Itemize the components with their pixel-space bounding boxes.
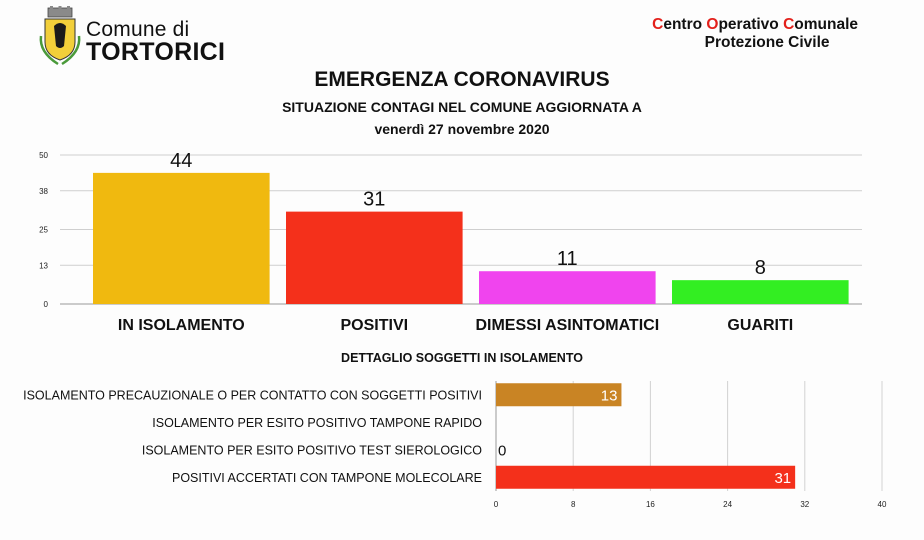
x-tick-label: 0 — [494, 500, 499, 509]
category-label: GUARITI — [727, 317, 793, 334]
detail-bar-value-label: 13 — [601, 387, 618, 404]
detail-category-label: POSITIVI ACCERTATI CON TAMPONE MOLECOLAR… — [172, 471, 482, 485]
coc-line1: Centro Operativo Comunale — [652, 16, 858, 33]
detail-bar-value-label: 31 — [774, 470, 791, 487]
detail-bar — [496, 465, 796, 489]
comune-prefix: Comune di — [86, 18, 190, 41]
detail-category-label: ISOLAMENTO PER ESITO POSITIVO TEST SIERO… — [142, 443, 482, 457]
detail-bar — [496, 383, 622, 407]
coc-line2: Protezione Civile — [704, 34, 830, 51]
coc-line1-part-2: O — [706, 16, 719, 33]
y-tick-label: 25 — [39, 226, 48, 235]
coc-header: Centro Operativo Comunale Protezione Civ… — [652, 16, 858, 52]
bar-value-label: 11 — [557, 248, 578, 270]
comune-name: TORTORICI — [86, 38, 226, 66]
coc-line1-part-0: C — [652, 16, 664, 33]
detail-category-label: ISOLAMENTO PER ESITO POSITIVO TAMPONE RA… — [152, 416, 482, 430]
page-title: EMERGENZA CORONAVIRUS — [314, 68, 610, 91]
y-tick-label: 50 — [39, 151, 48, 160]
bar — [93, 172, 270, 304]
x-tick-label: 32 — [800, 500, 809, 509]
coc-line1-part-1: entro — [663, 16, 707, 33]
detail-category-label: ISOLAMENTO PRECAUZIONALE O PER CONTATTO … — [23, 388, 482, 402]
category-label: IN ISOLAMENTO — [118, 317, 245, 334]
update-date: venerdì 27 novembre 2020 — [374, 121, 550, 137]
bar-value-label: 8 — [755, 257, 766, 279]
bar-value-label: 44 — [170, 150, 192, 172]
x-tick-label: 16 — [646, 500, 655, 509]
bar — [672, 280, 849, 304]
x-tick-label: 8 — [571, 500, 576, 509]
category-label: DIMESSI ASINTOMATICI — [475, 317, 659, 334]
bar — [479, 271, 656, 304]
top-bar-chart: 0 13 25 38 50 44 IN ISOLAMENTO 31 POSITIVI 11 DIME… — [39, 150, 862, 334]
y-tick-label: 13 — [39, 261, 48, 270]
detail-bar-value-label: 0 — [498, 442, 506, 459]
page-subtitle: SITUAZIONE CONTAGI NEL COMUNE AGGIORNATA… — [282, 99, 642, 115]
coc-line1-part-4: C — [783, 16, 795, 33]
y-tick-label: 38 — [39, 187, 48, 196]
comune-coat-of-arms-logo — [39, 6, 81, 66]
category-label: POSITIVI — [341, 317, 409, 334]
x-tick-label: 40 — [878, 500, 887, 509]
bar-value-label: 31 — [363, 189, 385, 211]
detail-chart-title: DETTAGLIO SOGGETTI IN ISOLAMENTO — [341, 351, 583, 365]
x-tick-label: 24 — [723, 500, 732, 509]
y-tick-label: 0 — [44, 300, 49, 309]
coc-line1-part-3: perativo — [718, 16, 784, 33]
bar — [286, 211, 463, 304]
coc-line1-part-5: omunale — [794, 16, 858, 33]
